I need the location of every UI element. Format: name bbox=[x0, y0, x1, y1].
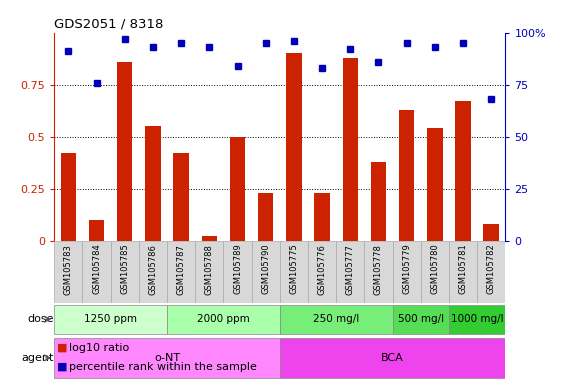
Bar bbox=[139, 240, 167, 303]
Bar bbox=[364, 240, 393, 303]
Text: GSM105790: GSM105790 bbox=[261, 244, 270, 294]
Bar bbox=[117, 62, 132, 240]
Text: GDS2051 / 8318: GDS2051 / 8318 bbox=[54, 17, 164, 30]
Text: 1250 ppm: 1250 ppm bbox=[84, 314, 137, 324]
Bar bbox=[230, 137, 246, 240]
Bar bbox=[286, 53, 301, 240]
Text: GSM105775: GSM105775 bbox=[289, 244, 299, 295]
Bar bbox=[174, 153, 189, 240]
Bar bbox=[393, 240, 421, 303]
Text: GSM105789: GSM105789 bbox=[233, 244, 242, 295]
Text: dose: dose bbox=[28, 314, 54, 324]
Bar bbox=[202, 237, 217, 240]
Bar bbox=[393, 305, 449, 334]
Text: GSM105782: GSM105782 bbox=[486, 244, 496, 295]
Bar bbox=[195, 240, 223, 303]
Bar bbox=[399, 109, 415, 240]
Text: GSM105781: GSM105781 bbox=[459, 244, 468, 295]
Bar bbox=[61, 153, 76, 240]
Bar bbox=[167, 240, 195, 303]
Bar bbox=[280, 338, 505, 378]
Bar bbox=[258, 193, 274, 240]
Text: 500 mg/l: 500 mg/l bbox=[397, 314, 444, 324]
Bar bbox=[82, 240, 111, 303]
Bar bbox=[427, 128, 443, 240]
Text: log10 ratio: log10 ratio bbox=[69, 343, 129, 353]
Text: GSM105779: GSM105779 bbox=[402, 244, 411, 295]
Bar bbox=[280, 240, 308, 303]
Text: 1000 mg/l: 1000 mg/l bbox=[451, 314, 504, 324]
Text: percentile rank within the sample: percentile rank within the sample bbox=[69, 362, 256, 372]
Bar bbox=[449, 240, 477, 303]
Bar bbox=[54, 240, 82, 303]
Text: GSM105776: GSM105776 bbox=[317, 244, 327, 295]
Text: GSM105788: GSM105788 bbox=[205, 244, 214, 295]
Bar bbox=[54, 338, 280, 378]
Bar bbox=[449, 305, 505, 334]
Bar bbox=[336, 240, 364, 303]
Text: GSM105787: GSM105787 bbox=[176, 244, 186, 295]
Text: ■: ■ bbox=[57, 343, 67, 353]
Text: GSM105785: GSM105785 bbox=[120, 244, 129, 295]
Text: 250 mg/l: 250 mg/l bbox=[313, 314, 359, 324]
Bar bbox=[421, 240, 449, 303]
Text: 2000 ppm: 2000 ppm bbox=[197, 314, 250, 324]
Bar bbox=[308, 240, 336, 303]
Bar bbox=[455, 101, 471, 240]
Bar bbox=[89, 220, 104, 240]
Text: agent: agent bbox=[22, 353, 54, 363]
Bar bbox=[343, 58, 358, 240]
Bar bbox=[280, 305, 392, 334]
Bar bbox=[371, 162, 386, 240]
Text: GSM105783: GSM105783 bbox=[64, 244, 73, 295]
Bar bbox=[54, 305, 167, 334]
Text: GSM105780: GSM105780 bbox=[431, 244, 439, 295]
Bar bbox=[314, 193, 330, 240]
Text: o-NT: o-NT bbox=[154, 353, 180, 363]
Bar bbox=[252, 240, 280, 303]
Text: GSM105784: GSM105784 bbox=[92, 244, 101, 295]
Bar bbox=[484, 224, 499, 240]
Text: BCA: BCA bbox=[381, 353, 404, 363]
Text: GSM105778: GSM105778 bbox=[374, 244, 383, 295]
Bar bbox=[167, 305, 280, 334]
Bar bbox=[111, 240, 139, 303]
Text: GSM105786: GSM105786 bbox=[148, 244, 158, 295]
Bar bbox=[477, 240, 505, 303]
Text: GSM105777: GSM105777 bbox=[346, 244, 355, 295]
Bar bbox=[223, 240, 252, 303]
Text: ■: ■ bbox=[57, 362, 67, 372]
Bar bbox=[145, 126, 160, 240]
